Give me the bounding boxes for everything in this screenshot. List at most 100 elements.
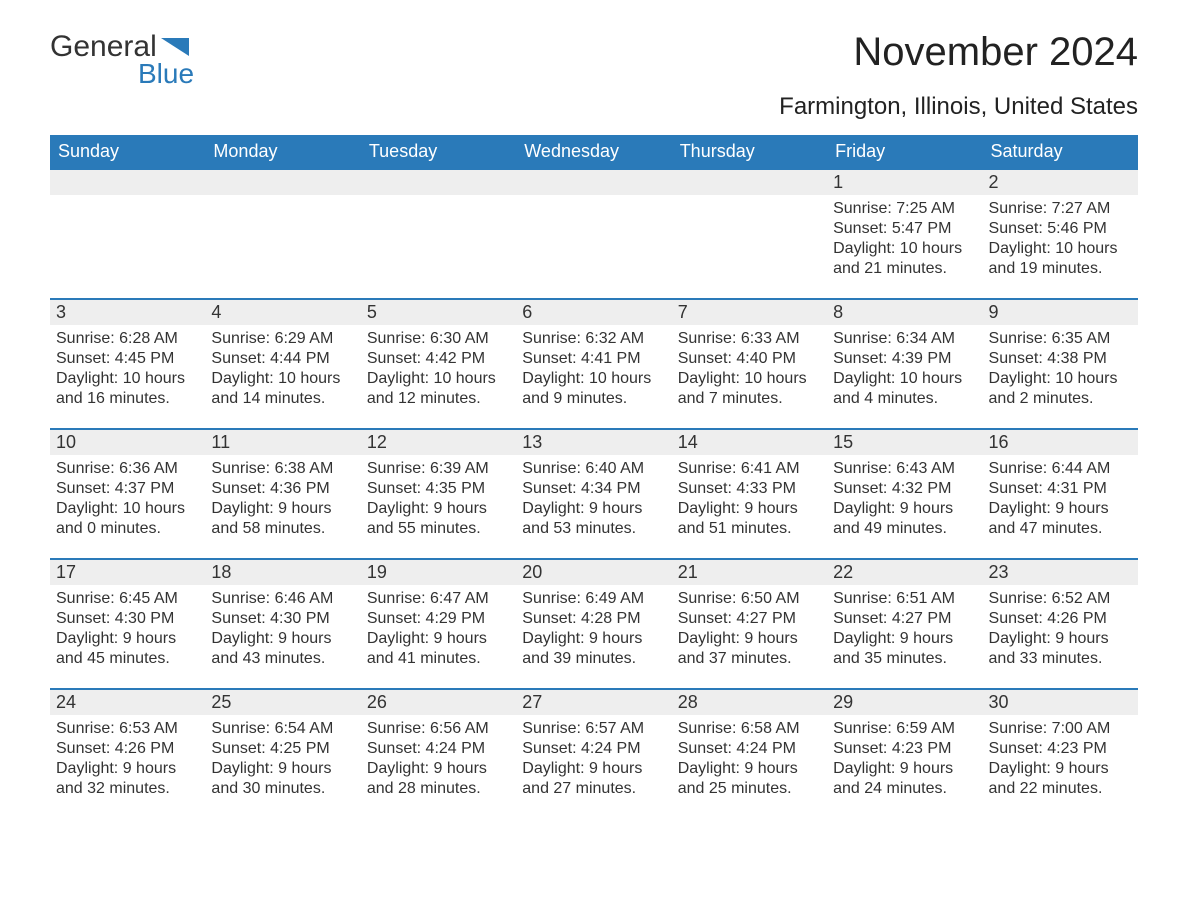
sunset-line: Sunset: 5:47 PM	[833, 219, 976, 239]
daylight-line: Daylight: 10 hours and 12 minutes.	[367, 369, 510, 409]
day-number: 19	[361, 558, 516, 585]
day-number-bar-empty	[205, 168, 360, 195]
calendar-day-cell: 3Sunrise: 6:28 AMSunset: 4:45 PMDaylight…	[50, 298, 205, 428]
day-details: Sunrise: 6:58 AMSunset: 4:24 PMDaylight:…	[672, 715, 827, 809]
calendar-day-cell: 14Sunrise: 6:41 AMSunset: 4:33 PMDayligh…	[672, 428, 827, 558]
calendar-day-cell: 8Sunrise: 6:34 AMSunset: 4:39 PMDaylight…	[827, 298, 982, 428]
daylight-line: Daylight: 10 hours and 2 minutes.	[989, 369, 1132, 409]
day-details: Sunrise: 6:43 AMSunset: 4:32 PMDaylight:…	[827, 455, 982, 549]
daylight-line: Daylight: 10 hours and 7 minutes.	[678, 369, 821, 409]
calendar-day-cell: 24 Sunrise: 6:53 AMSunset: 4:26 PMDayligh…	[50, 688, 205, 818]
day-number: 5	[361, 298, 516, 325]
daylight-line: Daylight: 9 hours and 51 minutes.	[678, 499, 821, 539]
day-number: 25	[205, 688, 360, 715]
calendar-day-cell: 16Sunrise: 6:44 AMSunset: 4:31 PMDayligh…	[983, 428, 1138, 558]
day-details: Sunrise: 6:46 AMSunset: 4:30 PMDaylight:…	[205, 585, 360, 679]
sunrise-line: Sunrise: 6:39 AM	[367, 459, 510, 479]
calendar-day-cell: 4Sunrise: 6:29 AMSunset: 4:44 PMDaylight…	[205, 298, 360, 428]
sunrise-line: Sunrise: 6:49 AM	[522, 589, 665, 609]
weekday-header: Monday	[205, 135, 360, 168]
calendar-day-cell: 21Sunrise: 6:50 AMSunset: 4:27 PMDayligh…	[672, 558, 827, 688]
sunset-line: Sunset: 4:30 PM	[211, 609, 354, 629]
calendar-day-cell: 11Sunrise: 6:38 AMSunset: 4:36 PMDayligh…	[205, 428, 360, 558]
daylight-line: Daylight: 9 hours and 53 minutes.	[522, 499, 665, 539]
day-details: Sunrise: 6:40 AMSunset: 4:34 PMDaylight:…	[516, 455, 671, 549]
daylight-line: Daylight: 9 hours and 37 minutes.	[678, 629, 821, 669]
day-number: 14	[672, 428, 827, 455]
day-details: Sunrise: 6:45 AMSunset: 4:30 PMDaylight:…	[50, 585, 205, 679]
daylight-line: Daylight: 10 hours and 16 minutes.	[56, 369, 199, 409]
calendar-week-row: 10Sunrise: 6:36 AMSunset: 4:37 PMDayligh…	[50, 428, 1138, 558]
daylight-line: Daylight: 9 hours and 32 minutes.	[56, 759, 199, 799]
calendar-day-cell: 23Sunrise: 6:52 AMSunset: 4:26 PMDayligh…	[983, 558, 1138, 688]
sunrise-line: Sunrise: 6:41 AM	[678, 459, 821, 479]
day-number: 15	[827, 428, 982, 455]
sunset-line: Sunset: 4:39 PM	[833, 349, 976, 369]
calendar-day-cell: 22Sunrise: 6:51 AMSunset: 4:27 PMDayligh…	[827, 558, 982, 688]
calendar-day-cell: 9Sunrise: 6:35 AMSunset: 4:38 PMDaylight…	[983, 298, 1138, 428]
daylight-line: Daylight: 9 hours and 55 minutes.	[367, 499, 510, 539]
sunrise-line: Sunrise: 6:30 AM	[367, 329, 510, 349]
sunset-line: Sunset: 4:24 PM	[678, 739, 821, 759]
sunrise-line: Sunrise: 6:47 AM	[367, 589, 510, 609]
calendar-day-cell: 17Sunrise: 6:45 AMSunset: 4:30 PMDayligh…	[50, 558, 205, 688]
weekday-header: Tuesday	[361, 135, 516, 168]
day-number: 18	[205, 558, 360, 585]
calendar-day-cell: 30Sunrise: 7:00 AMSunset: 4:23 PMDayligh…	[983, 688, 1138, 818]
sunrise-line: Sunrise: 6:53 AM	[56, 719, 199, 739]
calendar-table: SundayMondayTuesdayWednesdayThursdayFrid…	[50, 135, 1138, 818]
weekday-header-row: SundayMondayTuesdayWednesdayThursdayFrid…	[50, 135, 1138, 168]
daylight-line: Daylight: 10 hours and 4 minutes.	[833, 369, 976, 409]
calendar-week-row: 1Sunrise: 7:25 AMSunset: 5:47 PMDaylight…	[50, 168, 1138, 298]
calendar-day-cell	[50, 168, 205, 298]
calendar-week-row: 24Sunrise: 6:53 AMSunset: 4:26 PMDayligh…	[50, 688, 1138, 818]
sunset-line: Sunset: 4:27 PM	[833, 609, 976, 629]
daylight-line: Daylight: 9 hours and 28 minutes.	[367, 759, 510, 799]
daylight-line: Daylight: 9 hours and 47 minutes.	[989, 499, 1132, 539]
day-details: Sunrise: 6:57 AMSunset: 4:24 PMDaylight:…	[516, 715, 671, 809]
sunrise-line: Sunrise: 6:28 AM	[56, 329, 199, 349]
sunset-line: Sunset: 4:42 PM	[367, 349, 510, 369]
calendar-day-cell: 6Sunrise: 6:32 AMSunset: 4:41 PMDaylight…	[516, 298, 671, 428]
day-number-bar-empty	[50, 168, 205, 195]
day-number: 23	[983, 558, 1138, 585]
day-details: Sunrise: 6:50 AMSunset: 4:27 PMDaylight:…	[672, 585, 827, 679]
weekday-header: Sunday	[50, 135, 205, 168]
day-number: 11	[205, 428, 360, 455]
day-number: 3	[50, 298, 205, 325]
sunset-line: Sunset: 4:26 PM	[989, 609, 1132, 629]
daylight-line: Daylight: 9 hours and 35 minutes.	[833, 629, 976, 669]
day-number: 16	[983, 428, 1138, 455]
sunset-line: Sunset: 4:23 PM	[833, 739, 976, 759]
day-details: Sunrise: 6:54 AMSunset: 4:25 PMDaylight:…	[205, 715, 360, 809]
day-number: 21	[672, 558, 827, 585]
day-number: 2	[983, 168, 1138, 195]
day-number: 30	[983, 688, 1138, 715]
logo: General Blue	[50, 30, 194, 90]
day-details: Sunrise: 7:27 AMSunset: 5:46 PMDaylight:…	[983, 195, 1138, 289]
daylight-line: Daylight: 9 hours and 49 minutes.	[833, 499, 976, 539]
sunset-line: Sunset: 4:24 PM	[367, 739, 510, 759]
sunset-line: Sunset: 4:41 PM	[522, 349, 665, 369]
calendar-body: 1Sunrise: 7:25 AMSunset: 5:47 PMDaylight…	[50, 168, 1138, 818]
sunset-line: Sunset: 4:35 PM	[367, 479, 510, 499]
title-block: November 2024 Farmington, Illinois, Unit…	[779, 30, 1138, 129]
day-number: 9	[983, 298, 1138, 325]
sail-icon	[161, 38, 189, 56]
day-number: 7	[672, 298, 827, 325]
day-number: 24	[50, 688, 205, 715]
daylight-line: Daylight: 10 hours and 0 minutes.	[56, 499, 199, 539]
day-details: Sunrise: 7:25 AMSunset: 5:47 PMDaylight:…	[827, 195, 982, 289]
daylight-line: Daylight: 9 hours and 43 minutes.	[211, 629, 354, 669]
day-details: Sunrise: 6:33 AMSunset: 4:40 PMDaylight:…	[672, 325, 827, 419]
sunset-line: Sunset: 4:26 PM	[56, 739, 199, 759]
day-details: Sunrise: 6:51 AMSunset: 4:27 PMDaylight:…	[827, 585, 982, 679]
calendar-day-cell: 7Sunrise: 6:33 AMSunset: 4:40 PMDaylight…	[672, 298, 827, 428]
month-title: November 2024	[779, 30, 1138, 75]
day-number-bar-empty	[361, 168, 516, 195]
day-details: Sunrise: 6:52 AMSunset: 4:26 PMDaylight:…	[983, 585, 1138, 679]
daylight-line: Daylight: 9 hours and 30 minutes.	[211, 759, 354, 799]
day-details: Sunrise: 6:35 AMSunset: 4:38 PMDaylight:…	[983, 325, 1138, 419]
calendar-week-row: 17Sunrise: 6:45 AMSunset: 4:30 PMDayligh…	[50, 558, 1138, 688]
calendar-day-cell: 10Sunrise: 6:36 AMSunset: 4:37 PMDayligh…	[50, 428, 205, 558]
